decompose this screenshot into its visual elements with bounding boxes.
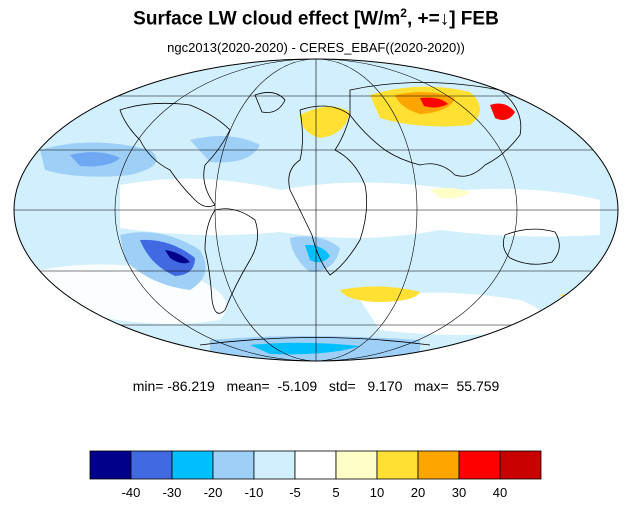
- coast-antarctica: [199, 337, 431, 346]
- stat-max-label: max=: [414, 378, 449, 394]
- colorbar-swatch: [253, 450, 296, 480]
- colorbar-swatch: [89, 450, 132, 480]
- colorbar-swatch: [417, 450, 460, 480]
- stat-mean-value: -5.109: [277, 378, 318, 394]
- plot-title: Surface LW cloud effect [W/m2, +=↓] FEB: [133, 6, 499, 30]
- colorbar-tick-label: -5: [289, 485, 301, 500]
- patch-south-atlantic-white: [360, 292, 547, 335]
- stat-std-label: std=: [328, 378, 356, 394]
- stat-max-value: 55.759: [456, 378, 500, 394]
- patch-east-asia-red: [490, 103, 515, 120]
- colorbar-swatch: [171, 450, 214, 480]
- colorbar-swatch: [335, 450, 378, 480]
- patch-indian-ocean-yellow: [340, 286, 420, 302]
- patch-antarctic-mid: [250, 342, 360, 355]
- plot-subtitle: ngc2013(2020-2020) - CERES_EBAF((2020-20…: [167, 40, 465, 55]
- colorbar-swatch: [499, 450, 542, 480]
- colorbar-swatch: [212, 450, 255, 480]
- patch-north-pacific-deep: [70, 152, 120, 167]
- coast-south-america: [204, 208, 258, 314]
- patch-siberia-red: [420, 97, 448, 108]
- statistics-line: min= -86.219 mean= -5.109 std= 9.170 max…: [0, 378, 632, 394]
- colorbar-swatch: [458, 450, 501, 480]
- graticule-meridian-120: [114, 59, 518, 361]
- colorbar-tick-label: -10: [245, 485, 264, 500]
- colorbar-tick-label: 10: [370, 485, 384, 500]
- stat-mean-label: mean=: [226, 378, 270, 394]
- colorbar-tick-label: 30: [452, 485, 466, 500]
- coast-australia: [502, 228, 560, 265]
- patch-europe-yellow: [300, 106, 350, 138]
- graticule-meridian-60: [214, 59, 418, 361]
- coastlines: [119, 82, 560, 346]
- colorbar-tick-label: 40: [493, 485, 507, 500]
- stat-min-value: -86.219: [167, 378, 215, 394]
- colorbar-swatch: [130, 450, 173, 480]
- patch-se-pacific-core: [165, 250, 190, 264]
- coast-greenland: [254, 92, 286, 113]
- colorbar-swatch: [294, 450, 337, 480]
- colorbar-tick-label: -30: [163, 485, 182, 500]
- patch-tropics-white: [120, 178, 600, 239]
- colorbar-tick-label: 20: [411, 485, 425, 500]
- patch-tropical-yellow: [430, 187, 470, 199]
- patch-se-pacific-mid: [140, 239, 195, 276]
- coast-asia: [349, 82, 522, 177]
- colorbar-tick-label: 5: [332, 485, 339, 500]
- patch-atlantic-blue: [190, 136, 260, 163]
- colorbar-tick-label: -40: [122, 485, 141, 500]
- stat-min-label: min=: [132, 378, 164, 394]
- colorbar-tick-label: -20: [204, 485, 223, 500]
- globe-outline: [13, 58, 619, 362]
- colorbar-swatch: [376, 450, 419, 480]
- stat-std-value: 9.170: [367, 378, 403, 394]
- coast-europe-africa: [288, 105, 368, 276]
